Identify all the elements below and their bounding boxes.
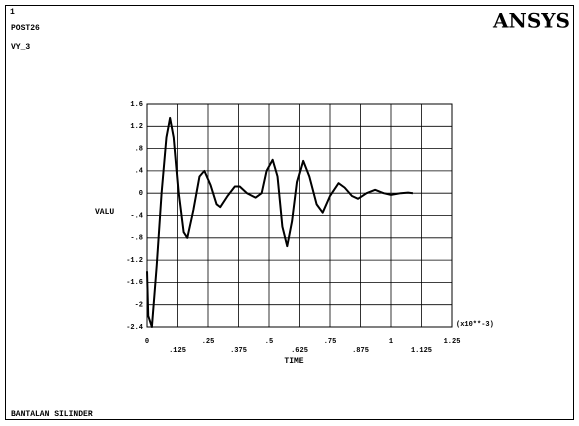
x-tick-label: .875 [352,347,369,355]
y-tick-label: 1.6 [130,101,143,109]
x-tick-label: .375 [230,347,247,355]
footer: BANTALAN SILINDER [11,410,93,419]
y-tick-label: .8 [135,145,143,153]
y-axis-label: VALU [95,208,114,217]
y-tick-label: -.4 [130,212,143,220]
x-tick-label: .25 [202,338,215,346]
x-tick-label: .5 [265,338,273,346]
y-tick-label: 0 [139,190,143,198]
logo: ANSYS [492,9,570,33]
y-tick-label: -2.4 [126,324,143,332]
x-tick-label: 1.25 [444,338,461,346]
window-number: 1 [10,8,15,17]
x-tick-label: .125 [169,347,186,355]
plot-frame [146,103,453,328]
y-tick-label: .4 [135,168,143,176]
x-tick-label: .625 [291,347,308,355]
x-axis-label: TIME [284,357,303,366]
program-label: POST26 [11,24,40,33]
y-tick-label: -1.6 [126,279,143,287]
variable-label: VY_3 [11,43,30,52]
y-tick-label: -1.2 [126,257,143,265]
y-tick-label: -2 [135,302,143,310]
x-tick-label: 0 [145,338,149,346]
x-tick-label: .75 [324,338,337,346]
window-frame [5,5,574,420]
x-multiplier: (x10**-3) [456,321,494,329]
x-tick-label: 1 [389,338,393,346]
data-line [146,116,414,328]
x-tick-label: 1.125 [411,347,432,355]
y-tick-label: 1.2 [130,123,143,131]
y-tick-label: -.8 [130,235,143,243]
